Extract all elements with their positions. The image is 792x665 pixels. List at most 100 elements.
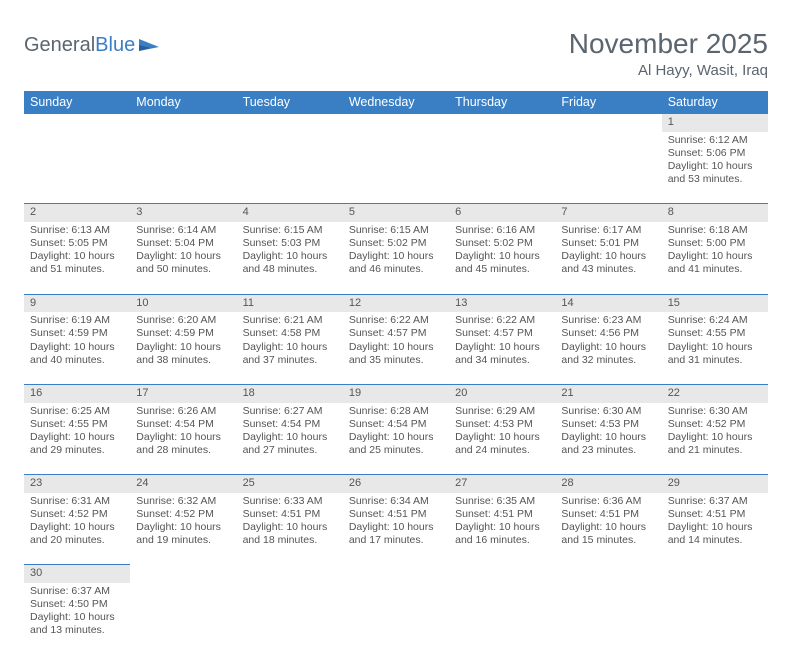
- day-detail-row: Sunrise: 6:31 AMSunset: 4:52 PMDaylight:…: [24, 493, 768, 565]
- day-detail-cell: Sunrise: 6:15 AMSunset: 5:03 PMDaylight:…: [237, 222, 343, 294]
- day-number-cell: 9: [24, 294, 130, 312]
- day-detail-cell: [237, 583, 343, 655]
- day-number-cell: 12: [343, 294, 449, 312]
- weekday-header: Friday: [555, 91, 661, 114]
- day-detail-cell: Sunrise: 6:25 AMSunset: 4:55 PMDaylight:…: [24, 403, 130, 475]
- day-number-cell: 23: [24, 475, 130, 493]
- day-number-row: 30: [24, 565, 768, 583]
- day-detail-cell: [24, 132, 130, 204]
- day-detail-row: Sunrise: 6:37 AMSunset: 4:50 PMDaylight:…: [24, 583, 768, 655]
- day-detail-cell: [130, 132, 236, 204]
- weekday-header-row: Sunday Monday Tuesday Wednesday Thursday…: [24, 91, 768, 114]
- day-number-cell: 29: [662, 475, 768, 493]
- day-detail-cell: Sunrise: 6:21 AMSunset: 4:58 PMDaylight:…: [237, 312, 343, 384]
- day-detail-cell: Sunrise: 6:16 AMSunset: 5:02 PMDaylight:…: [449, 222, 555, 294]
- day-detail-cell: Sunrise: 6:23 AMSunset: 4:56 PMDaylight:…: [555, 312, 661, 384]
- day-number-cell: 18: [237, 384, 343, 402]
- day-number-row: 1: [24, 114, 768, 132]
- day-number-cell: 7: [555, 204, 661, 222]
- day-detail-cell: Sunrise: 6:20 AMSunset: 4:59 PMDaylight:…: [130, 312, 236, 384]
- day-detail-cell: Sunrise: 6:33 AMSunset: 4:51 PMDaylight:…: [237, 493, 343, 565]
- day-detail-row: Sunrise: 6:25 AMSunset: 4:55 PMDaylight:…: [24, 403, 768, 475]
- day-detail-row: Sunrise: 6:12 AMSunset: 5:06 PMDaylight:…: [24, 132, 768, 204]
- header: GeneralBlue November 2025 Al Hayy, Wasit…: [24, 28, 768, 79]
- day-number-row: 9101112131415: [24, 294, 768, 312]
- day-number-row: 2345678: [24, 204, 768, 222]
- day-detail-cell: Sunrise: 6:19 AMSunset: 4:59 PMDaylight:…: [24, 312, 130, 384]
- day-detail-cell: Sunrise: 6:22 AMSunset: 4:57 PMDaylight:…: [449, 312, 555, 384]
- day-number-cell: [343, 565, 449, 583]
- weekday-header: Sunday: [24, 91, 130, 114]
- day-number-cell: 27: [449, 475, 555, 493]
- calendar-table: Sunday Monday Tuesday Wednesday Thursday…: [24, 91, 768, 655]
- day-detail-cell: Sunrise: 6:18 AMSunset: 5:00 PMDaylight:…: [662, 222, 768, 294]
- day-detail-cell: Sunrise: 6:27 AMSunset: 4:54 PMDaylight:…: [237, 403, 343, 475]
- day-detail-cell: Sunrise: 6:26 AMSunset: 4:54 PMDaylight:…: [130, 403, 236, 475]
- location: Al Hayy, Wasit, Iraq: [569, 62, 768, 79]
- day-number-cell: 20: [449, 384, 555, 402]
- day-detail-cell: [449, 132, 555, 204]
- day-detail-cell: Sunrise: 6:15 AMSunset: 5:02 PMDaylight:…: [343, 222, 449, 294]
- day-number-cell: 11: [237, 294, 343, 312]
- day-detail-cell: Sunrise: 6:37 AMSunset: 4:50 PMDaylight:…: [24, 583, 130, 655]
- day-number-cell: [237, 114, 343, 132]
- day-detail-cell: Sunrise: 6:24 AMSunset: 4:55 PMDaylight:…: [662, 312, 768, 384]
- day-number-row: 16171819202122: [24, 384, 768, 402]
- day-number-cell: 16: [24, 384, 130, 402]
- day-detail-cell: Sunrise: 6:29 AMSunset: 4:53 PMDaylight:…: [449, 403, 555, 475]
- day-number-cell: [662, 565, 768, 583]
- day-number-cell: 28: [555, 475, 661, 493]
- day-number-cell: 13: [449, 294, 555, 312]
- day-detail-cell: Sunrise: 6:12 AMSunset: 5:06 PMDaylight:…: [662, 132, 768, 204]
- day-number-cell: 24: [130, 475, 236, 493]
- title-block: November 2025 Al Hayy, Wasit, Iraq: [569, 28, 768, 79]
- day-number-cell: [24, 114, 130, 132]
- day-detail-cell: Sunrise: 6:22 AMSunset: 4:57 PMDaylight:…: [343, 312, 449, 384]
- logo-flag-icon: [137, 37, 163, 55]
- month-title: November 2025: [569, 28, 768, 60]
- day-number-cell: [449, 114, 555, 132]
- day-number-cell: [449, 565, 555, 583]
- day-number-cell: 22: [662, 384, 768, 402]
- day-detail-cell: [662, 583, 768, 655]
- day-detail-cell: Sunrise: 6:34 AMSunset: 4:51 PMDaylight:…: [343, 493, 449, 565]
- day-number-cell: [555, 565, 661, 583]
- day-number-cell: 5: [343, 204, 449, 222]
- day-number-cell: 19: [343, 384, 449, 402]
- day-detail-cell: Sunrise: 6:30 AMSunset: 4:53 PMDaylight:…: [555, 403, 661, 475]
- day-detail-row: Sunrise: 6:13 AMSunset: 5:05 PMDaylight:…: [24, 222, 768, 294]
- logo-text-2: Blue: [95, 34, 135, 57]
- day-number-cell: 25: [237, 475, 343, 493]
- calendar-body: 1Sunrise: 6:12 AMSunset: 5:06 PMDaylight…: [24, 114, 768, 656]
- day-detail-cell: Sunrise: 6:13 AMSunset: 5:05 PMDaylight:…: [24, 222, 130, 294]
- day-number-row: 23242526272829: [24, 475, 768, 493]
- day-detail-cell: [130, 583, 236, 655]
- day-number-cell: 15: [662, 294, 768, 312]
- day-number-cell: 2: [24, 204, 130, 222]
- day-detail-cell: Sunrise: 6:17 AMSunset: 5:01 PMDaylight:…: [555, 222, 661, 294]
- day-number-cell: [130, 565, 236, 583]
- day-number-cell: 1: [662, 114, 768, 132]
- day-number-cell: 4: [237, 204, 343, 222]
- day-number-cell: 26: [343, 475, 449, 493]
- weekday-header: Saturday: [662, 91, 768, 114]
- day-number-cell: 8: [662, 204, 768, 222]
- day-number-cell: [130, 114, 236, 132]
- day-detail-cell: Sunrise: 6:37 AMSunset: 4:51 PMDaylight:…: [662, 493, 768, 565]
- day-number-cell: 21: [555, 384, 661, 402]
- day-detail-cell: Sunrise: 6:32 AMSunset: 4:52 PMDaylight:…: [130, 493, 236, 565]
- day-number-cell: 10: [130, 294, 236, 312]
- day-detail-cell: [343, 132, 449, 204]
- day-detail-cell: Sunrise: 6:28 AMSunset: 4:54 PMDaylight:…: [343, 403, 449, 475]
- day-number-cell: 17: [130, 384, 236, 402]
- weekday-header: Tuesday: [237, 91, 343, 114]
- day-detail-cell: Sunrise: 6:31 AMSunset: 4:52 PMDaylight:…: [24, 493, 130, 565]
- day-number-cell: [343, 114, 449, 132]
- day-number-cell: 14: [555, 294, 661, 312]
- weekday-header: Monday: [130, 91, 236, 114]
- logo: GeneralBlue: [24, 28, 163, 57]
- day-detail-cell: [237, 132, 343, 204]
- day-detail-cell: Sunrise: 6:14 AMSunset: 5:04 PMDaylight:…: [130, 222, 236, 294]
- day-number-cell: 30: [24, 565, 130, 583]
- day-detail-cell: Sunrise: 6:35 AMSunset: 4:51 PMDaylight:…: [449, 493, 555, 565]
